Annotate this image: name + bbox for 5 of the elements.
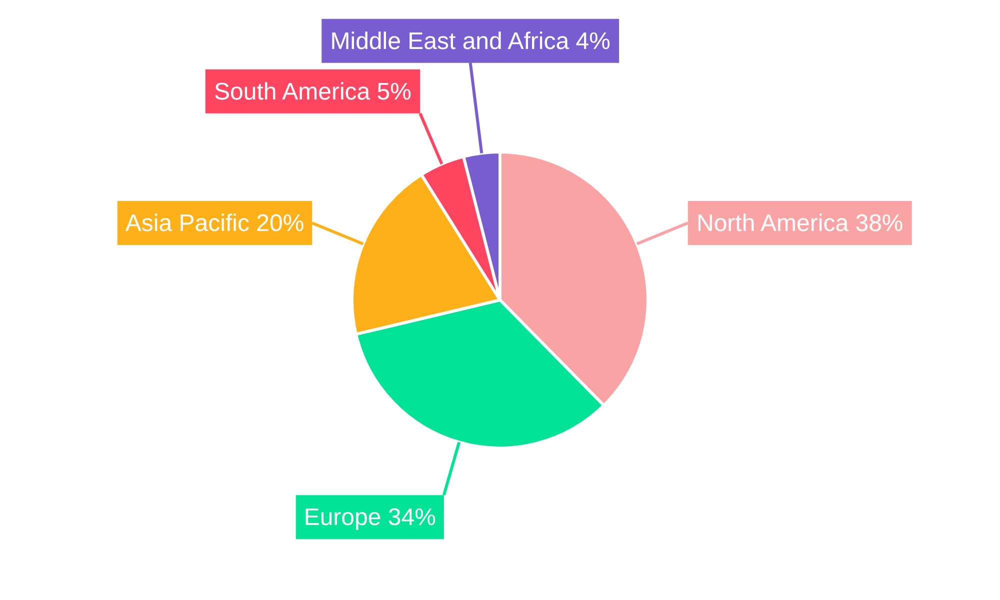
slice-label: Europe 34% [304, 504, 436, 532]
slice-label: Middle East and Africa 4% [330, 28, 610, 55]
slice-label: Asia Pacific 20% [125, 210, 304, 238]
slice-label: South America 5% [214, 78, 412, 106]
slice-label: North America 38% [696, 210, 904, 238]
